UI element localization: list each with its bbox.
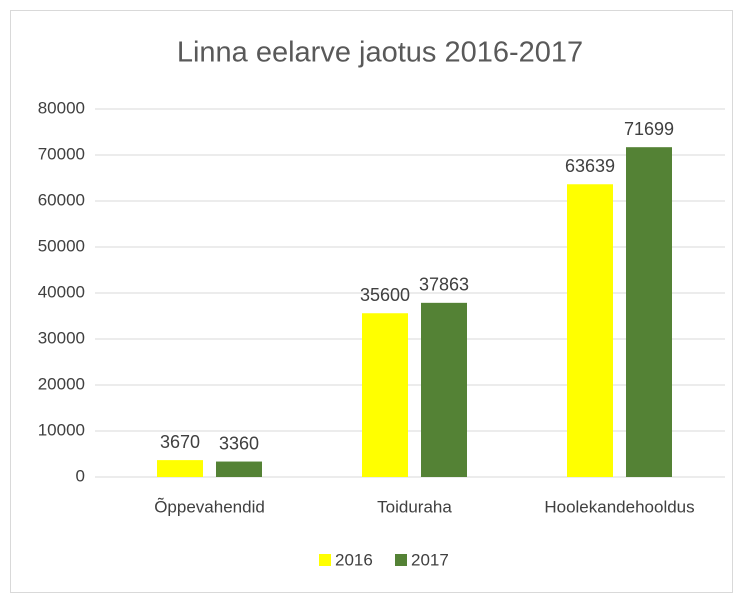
y-tick-label: 20000: [38, 374, 85, 393]
legend-swatch: [395, 554, 407, 566]
y-tick-label: 0: [76, 466, 85, 485]
legend-label: 2017: [411, 550, 449, 569]
legend-swatch: [319, 554, 331, 566]
bar: [362, 313, 408, 477]
data-label: 3670: [160, 432, 200, 452]
x-tick-label: Hoolekandehooldus: [544, 497, 694, 516]
x-tick-label: Õppevahendid: [154, 497, 265, 516]
y-tick-label: 80000: [38, 98, 85, 117]
data-label: 35600: [360, 285, 410, 305]
data-label: 37863: [419, 275, 469, 295]
bar: [421, 302, 467, 477]
data-label: 63639: [565, 156, 615, 176]
bar: [626, 147, 672, 477]
chart-title: Linna eelarve jaotus 2016-2017: [177, 37, 583, 69]
legend-label: 2016: [335, 550, 373, 569]
y-tick-label: 70000: [38, 144, 85, 163]
data-label: 3360: [219, 433, 259, 453]
y-tick-label: 50000: [38, 236, 85, 255]
bar: [216, 461, 262, 477]
bar: [567, 184, 613, 477]
y-tick-label: 40000: [38, 282, 85, 301]
data-label: 71699: [624, 119, 674, 139]
x-tick-label: Toiduraha: [377, 497, 452, 516]
y-tick-label: 60000: [38, 190, 85, 209]
y-tick-label: 30000: [38, 328, 85, 347]
y-tick-label: 10000: [38, 420, 85, 439]
bar: [157, 460, 203, 477]
